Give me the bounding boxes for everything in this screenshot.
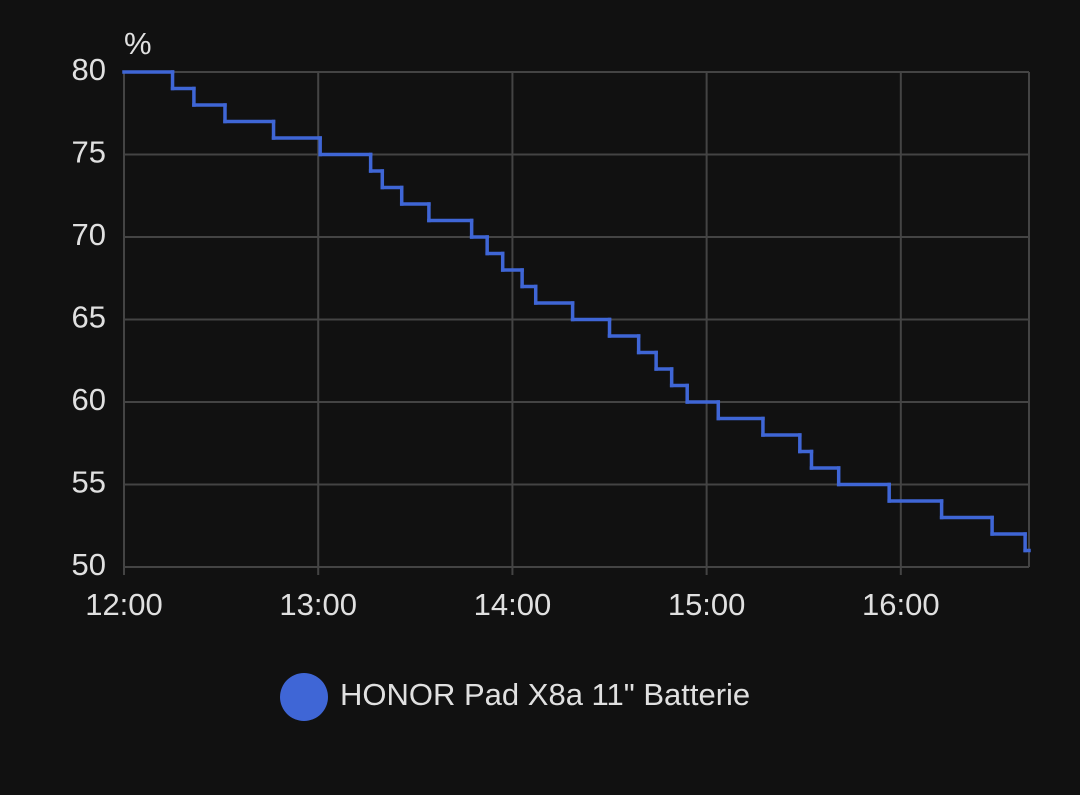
legend-label: HONOR Pad X8a 11" Batterie: [340, 677, 750, 712]
x-tick-label: 16:00: [862, 587, 940, 622]
y-tick-label: 50: [72, 547, 106, 582]
x-tick-label: 14:00: [474, 587, 552, 622]
x-tick-label: 13:00: [279, 587, 357, 622]
y-tick-label: 65: [72, 300, 106, 335]
y-tick-label: 55: [72, 465, 106, 500]
x-tick-label: 15:00: [668, 587, 746, 622]
y-tick-label: 75: [72, 135, 106, 170]
x-tick-label: 12:00: [85, 587, 163, 622]
y-tick-label: 70: [72, 217, 106, 252]
y-tick-label: 80: [72, 52, 106, 87]
y-tick-label: 60: [72, 382, 106, 417]
y-unit: %: [124, 26, 152, 61]
legend-marker: [280, 673, 328, 721]
